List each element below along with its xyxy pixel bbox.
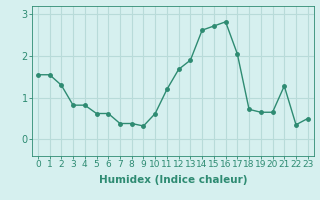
X-axis label: Humidex (Indice chaleur): Humidex (Indice chaleur)	[99, 175, 247, 185]
